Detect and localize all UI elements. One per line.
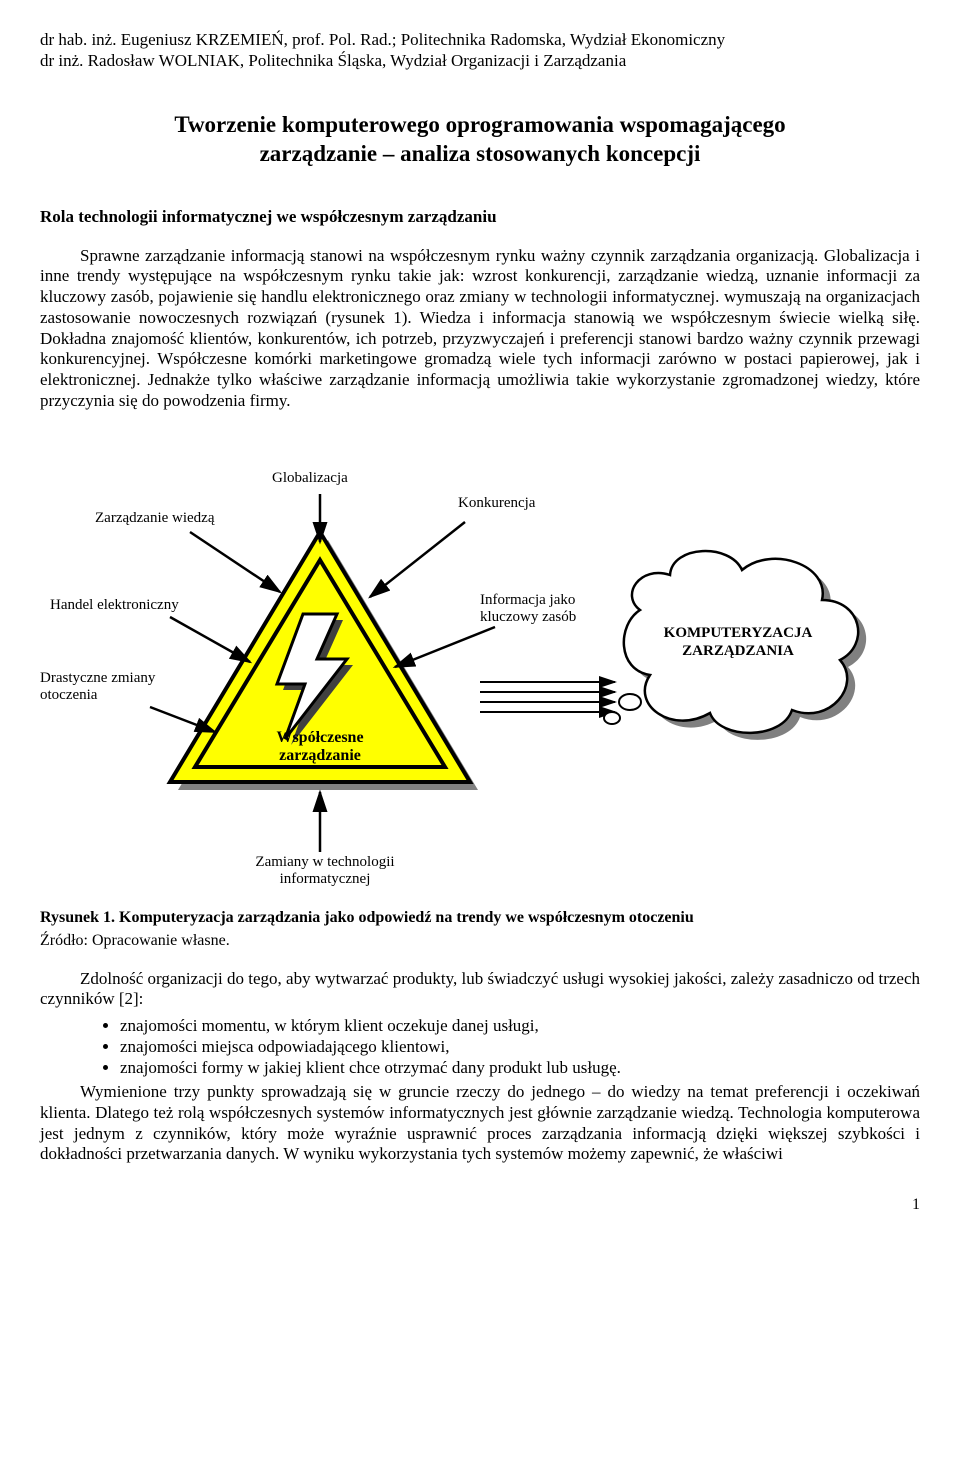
author-line-2: dr inż. Radosław WOLNIAK, Politechnika Ś… — [40, 51, 920, 72]
figure-source: Źródło: Opracowanie własne. — [40, 931, 920, 951]
page-number: 1 — [40, 1195, 920, 1215]
paragraph-1: Sprawne zarządzanie informacją stanowi n… — [40, 246, 920, 412]
author-line-1: dr hab. inż. Eugeniusz KRZEMIEŃ, prof. P… — [40, 30, 920, 51]
paragraph-2: Zdolność organizacji do tego, aby wytwar… — [40, 969, 920, 1010]
bullet-list: znajomości momentu, w którym klient ocze… — [40, 1016, 920, 1078]
list-item: znajomości momentu, w którym klient ocze… — [120, 1016, 920, 1037]
label-zarz-wiedza: Zarządzanie wiedzą — [95, 510, 215, 527]
label-zamiany: Zamiany w technologii informatycznej — [235, 854, 415, 889]
author-block: dr hab. inż. Eugeniusz KRZEMIEŃ, prof. P… — [40, 30, 920, 71]
cloud-label-2: ZARZĄDZANIA — [682, 643, 794, 659]
section-heading: Rola technologii informatycznej we współ… — [40, 207, 920, 228]
big-arrow-to-cloud — [480, 682, 615, 712]
page-title: Tworzenie komputerowego oprogramowania w… — [40, 111, 920, 169]
arrow-informacja — [395, 627, 495, 667]
title-line-2: zarządzanie – analiza stosowanych koncep… — [260, 141, 701, 166]
paragraph-3: Wymienione trzy punkty sprowadzają się w… — [40, 1082, 920, 1165]
figure-1: Współczesne zarządzanie KOMPUTERYZACJA Z… — [40, 432, 920, 902]
list-item: znajomości miejsca odpowiadającego klien… — [120, 1037, 920, 1058]
label-drastyczne: Drastyczne zmiany otoczenia — [40, 670, 180, 705]
cloud-label-1: KOMPUTERYZACJA — [664, 625, 813, 641]
arrow-konkurencja — [370, 522, 465, 597]
label-handel: Handel elektroniczny — [50, 597, 179, 614]
arrow-handel — [170, 617, 250, 662]
title-line-1: Tworzenie komputerowego oprogramowania w… — [174, 112, 785, 137]
triangle-label-2: zarządzanie — [279, 747, 361, 764]
list-item: znajomości formy w jakiej klient chce ot… — [120, 1058, 920, 1079]
label-informacja: Informacja jako kluczowy zasób — [480, 592, 620, 627]
label-globalizacja: Globalizacja — [272, 470, 348, 487]
triangle-label-1: Współczesne — [276, 729, 363, 746]
arrow-zarz-wiedza — [190, 532, 280, 592]
figure-caption: Rysunek 1. Komputeryzacja zarządzania ja… — [40, 908, 920, 928]
label-konkurencja: Konkurencja — [458, 495, 535, 512]
